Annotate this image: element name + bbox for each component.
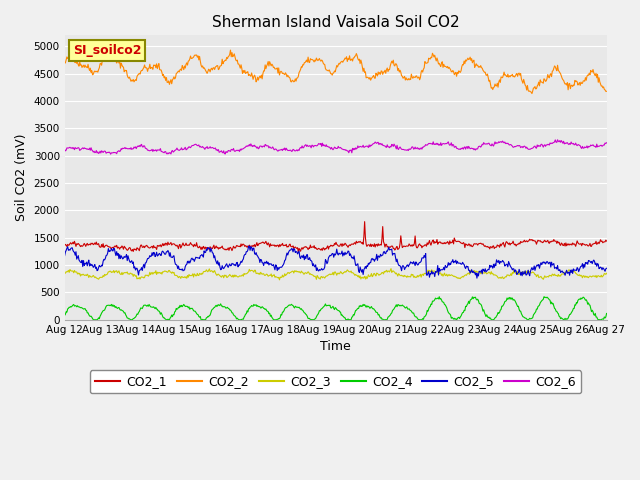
CO2_1 — [61, 242, 68, 248]
CO2_4 — [435, 294, 443, 300]
CO2_5 — [61, 252, 68, 258]
CO2_1 — [294, 249, 302, 255]
CO2_3 — [181, 275, 189, 281]
CO2_6 — [61, 147, 68, 153]
CO2_6 — [554, 137, 561, 143]
CO2_5 — [603, 265, 611, 271]
CO2_2 — [61, 60, 68, 66]
CO2_3 — [210, 268, 218, 274]
Y-axis label: Soil CO2 (mV): Soil CO2 (mV) — [15, 134, 28, 221]
CO2_6 — [70, 147, 78, 153]
Line: CO2_6: CO2_6 — [65, 140, 607, 154]
CO2_1 — [210, 242, 218, 248]
Line: CO2_3: CO2_3 — [65, 269, 607, 280]
CO2_2 — [418, 68, 426, 73]
CO2_6 — [418, 146, 426, 152]
CO2_4 — [403, 305, 410, 311]
CO2_2 — [210, 65, 218, 71]
CO2_4 — [418, 317, 426, 323]
CO2_2 — [227, 47, 234, 53]
X-axis label: Time: Time — [320, 340, 351, 353]
Line: CO2_1: CO2_1 — [65, 222, 607, 252]
Legend: CO2_1, CO2_2, CO2_3, CO2_4, CO2_5, CO2_6: CO2_1, CO2_2, CO2_3, CO2_4, CO2_5, CO2_6 — [90, 370, 581, 393]
CO2_6 — [182, 147, 190, 153]
CO2_4 — [90, 317, 97, 323]
CO2_2 — [603, 88, 611, 94]
CO2_6 — [403, 147, 410, 153]
CO2_4 — [603, 311, 611, 316]
CO2_5 — [403, 264, 410, 270]
CO2_5 — [126, 260, 134, 265]
CO2_1 — [603, 238, 611, 244]
CO2_3 — [387, 266, 395, 272]
CO2_6 — [211, 145, 218, 151]
CO2_6 — [603, 140, 611, 145]
CO2_5 — [246, 243, 253, 249]
CO2_5 — [473, 275, 481, 281]
CO2_3 — [126, 270, 134, 276]
CO2_4 — [211, 304, 218, 310]
CO2_5 — [181, 264, 189, 269]
CO2_4 — [70, 303, 78, 309]
CO2_2 — [403, 75, 410, 81]
Line: CO2_2: CO2_2 — [65, 50, 607, 94]
CO2_6 — [127, 145, 135, 151]
CO2_2 — [528, 91, 536, 96]
CO2_5 — [70, 250, 78, 255]
CO2_1 — [361, 219, 369, 225]
CO2_6 — [107, 151, 115, 157]
CO2_1 — [70, 239, 78, 244]
CO2_1 — [419, 243, 426, 249]
CO2_3 — [603, 270, 611, 276]
Title: Sherman Island Vaisala Soil CO2: Sherman Island Vaisala Soil CO2 — [212, 15, 460, 30]
CO2_3 — [70, 267, 78, 273]
Text: SI_soilco2: SI_soilco2 — [73, 44, 141, 57]
CO2_1 — [181, 242, 189, 248]
CO2_4 — [182, 303, 190, 309]
CO2_2 — [181, 65, 189, 71]
CO2_3 — [403, 275, 411, 280]
CO2_2 — [126, 76, 134, 82]
CO2_3 — [61, 271, 68, 276]
CO2_3 — [419, 271, 426, 277]
CO2_2 — [70, 59, 78, 65]
CO2_1 — [403, 243, 411, 249]
CO2_3 — [276, 277, 284, 283]
CO2_1 — [126, 245, 134, 251]
CO2_5 — [418, 255, 426, 261]
Line: CO2_5: CO2_5 — [65, 246, 607, 278]
CO2_5 — [210, 255, 218, 261]
Line: CO2_4: CO2_4 — [65, 297, 607, 320]
CO2_4 — [127, 317, 135, 323]
CO2_4 — [61, 312, 68, 318]
